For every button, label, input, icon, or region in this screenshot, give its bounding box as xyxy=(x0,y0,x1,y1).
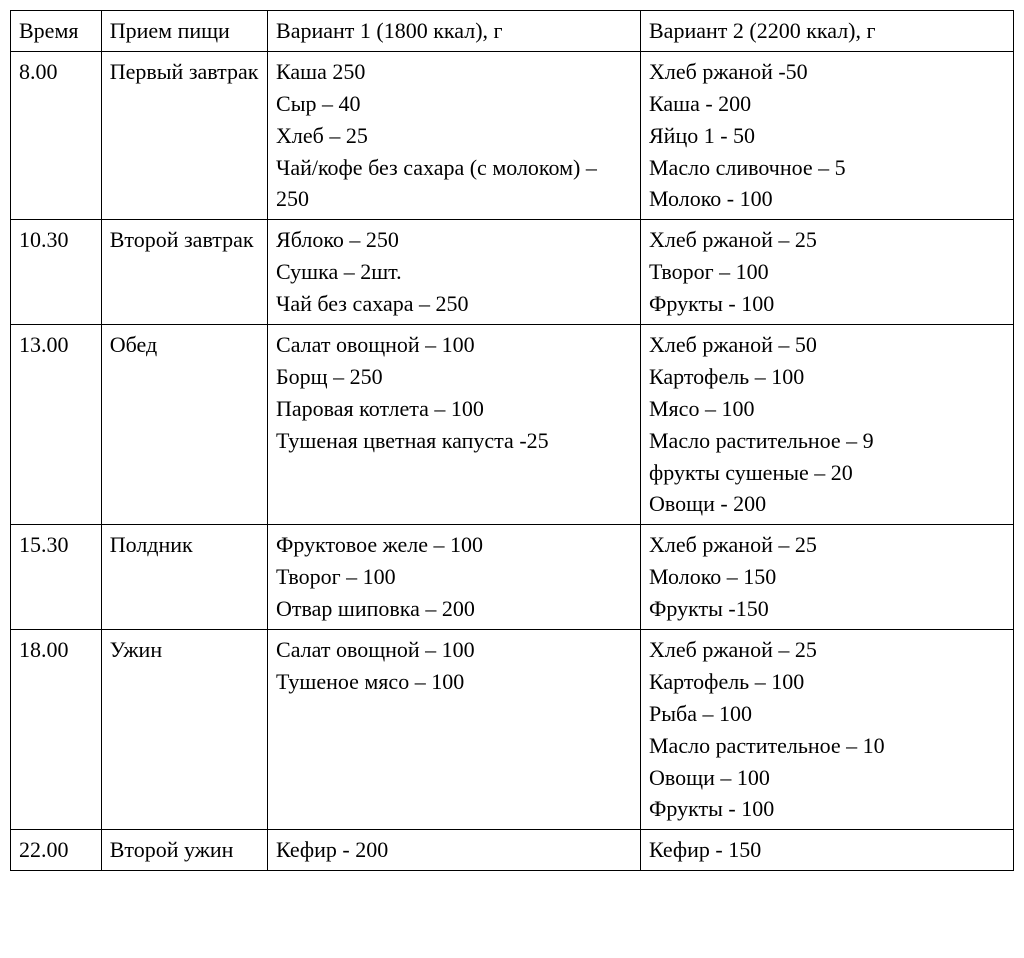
col-variant2-header: Вариант 2 (2200 ккал), г xyxy=(641,11,1014,52)
table-row: 22.00Второй ужин Кефир - 200 Кефир - 150 xyxy=(11,830,1014,871)
table-row: 10.30Второй завтракЯблоко – 250Сушка – 2… xyxy=(11,220,1014,325)
food-item: Мясо – 100 xyxy=(649,393,1005,425)
food-item: Фрукты -150 xyxy=(649,593,1005,625)
cell-variant1: Каша 250Сыр – 40Хлеб – 25Чай/кофе без са… xyxy=(268,51,641,219)
cell-time: 13.00 xyxy=(11,325,102,525)
food-item: Хлеб ржаной – 50 xyxy=(649,329,1005,361)
cell-meal: Второй завтрак xyxy=(101,220,267,325)
table-row: 15.30ПолдникФруктовое желе – 100Творог –… xyxy=(11,525,1014,630)
table-row: 13.00ОбедСалат овощной – 100Борщ – 250Па… xyxy=(11,325,1014,525)
food-item: Хлеб ржаной -50 xyxy=(649,56,1005,88)
food-item: Хлеб ржаной – 25 xyxy=(649,224,1005,256)
col-meal-header: Прием пищи xyxy=(101,11,267,52)
food-item: Чай/кофе без сахара (с молоком) – 250 xyxy=(276,152,632,216)
food-item: Сушка – 2шт. xyxy=(276,256,632,288)
food-item: Масло растительное – 10 xyxy=(649,730,1005,762)
food-item: Кефир - 150 xyxy=(649,834,1005,866)
cell-meal: Обед xyxy=(101,325,267,525)
cell-variant2: Хлеб ржаной – 50Картофель – 100Мясо – 10… xyxy=(641,325,1014,525)
food-item: Салат овощной – 100 xyxy=(276,634,632,666)
cell-time: 8.00 xyxy=(11,51,102,219)
food-item: Тушеная цветная капуста -25 xyxy=(276,425,632,457)
food-item: Яйцо 1 - 50 xyxy=(649,120,1005,152)
food-item: Картофель – 100 xyxy=(649,361,1005,393)
food-item: Масло сливочное – 5 xyxy=(649,152,1005,184)
cell-variant2: Хлеб ржаной – 25Творог – 100Фрукты - 100 xyxy=(641,220,1014,325)
cell-meal: Ужин xyxy=(101,630,267,830)
food-item: Сыр – 40 xyxy=(276,88,632,120)
cell-variant1: Салат овощной – 100Тушеное мясо – 100 xyxy=(268,630,641,830)
food-item: Фрукты - 100 xyxy=(649,793,1005,825)
food-item: Яблоко – 250 xyxy=(276,224,632,256)
food-item: Хлеб – 25 xyxy=(276,120,632,152)
food-item: Каша 250 xyxy=(276,56,632,88)
cell-meal: Полдник xyxy=(101,525,267,630)
food-item: Паровая котлета – 100 xyxy=(276,393,632,425)
food-item: Творог – 100 xyxy=(276,561,632,593)
table-row: 8.00Первый завтракКаша 250Сыр – 40Хлеб –… xyxy=(11,51,1014,219)
food-item: Кефир - 200 xyxy=(276,834,632,866)
food-item: Салат овощной – 100 xyxy=(276,329,632,361)
cell-time: 15.30 xyxy=(11,525,102,630)
food-item: фрукты сушеные – 20 xyxy=(649,457,1005,489)
food-item: Масло растительное – 9 xyxy=(649,425,1005,457)
table-body: 8.00Первый завтракКаша 250Сыр – 40Хлеб –… xyxy=(11,51,1014,870)
food-item: Хлеб ржаной – 25 xyxy=(649,634,1005,666)
cell-variant1: Фруктовое желе – 100Творог – 100Отвар ши… xyxy=(268,525,641,630)
food-item: Молоко - 100 xyxy=(649,183,1005,215)
food-item: Чай без сахара – 250 xyxy=(276,288,632,320)
table-row: 18.00УжинСалат овощной – 100Тушеное мясо… xyxy=(11,630,1014,830)
cell-variant1: Салат овощной – 100Борщ – 250Паровая кот… xyxy=(268,325,641,525)
cell-time: 10.30 xyxy=(11,220,102,325)
cell-variant1: Яблоко – 250Сушка – 2шт.Чай без сахара –… xyxy=(268,220,641,325)
col-variant1-header: Вариант 1 (1800 ккал), г xyxy=(268,11,641,52)
food-item: Фруктовое желе – 100 xyxy=(276,529,632,561)
food-item: Отвар шиповка – 200 xyxy=(276,593,632,625)
cell-time: 18.00 xyxy=(11,630,102,830)
food-item: Каша - 200 xyxy=(649,88,1005,120)
food-item: Картофель – 100 xyxy=(649,666,1005,698)
cell-variant2: Кефир - 150 xyxy=(641,830,1014,871)
food-item: Молоко – 150 xyxy=(649,561,1005,593)
food-item: Борщ – 250 xyxy=(276,361,632,393)
table-header-row: Время Прием пищи Вариант 1 (1800 ккал), … xyxy=(11,11,1014,52)
cell-time: 22.00 xyxy=(11,830,102,871)
col-time-header: Время xyxy=(11,11,102,52)
cell-variant2: Хлеб ржаной – 25Молоко – 150Фрукты -150 xyxy=(641,525,1014,630)
food-item: Тушеное мясо – 100 xyxy=(276,666,632,698)
cell-meal: Первый завтрак xyxy=(101,51,267,219)
food-item: Фрукты - 100 xyxy=(649,288,1005,320)
cell-meal: Второй ужин xyxy=(101,830,267,871)
food-item: Овощи – 100 xyxy=(649,762,1005,794)
food-item: Хлеб ржаной – 25 xyxy=(649,529,1005,561)
food-item: Творог – 100 xyxy=(649,256,1005,288)
cell-variant1: Кефир - 200 xyxy=(268,830,641,871)
cell-variant2: Хлеб ржаной – 25Картофель – 100Рыба – 10… xyxy=(641,630,1014,830)
meal-plan-table: Время Прием пищи Вариант 1 (1800 ккал), … xyxy=(10,10,1014,871)
food-item: Овощи - 200 xyxy=(649,488,1005,520)
food-item: Рыба – 100 xyxy=(649,698,1005,730)
cell-variant2: Хлеб ржаной -50Каша - 200Яйцо 1 - 50Масл… xyxy=(641,51,1014,219)
